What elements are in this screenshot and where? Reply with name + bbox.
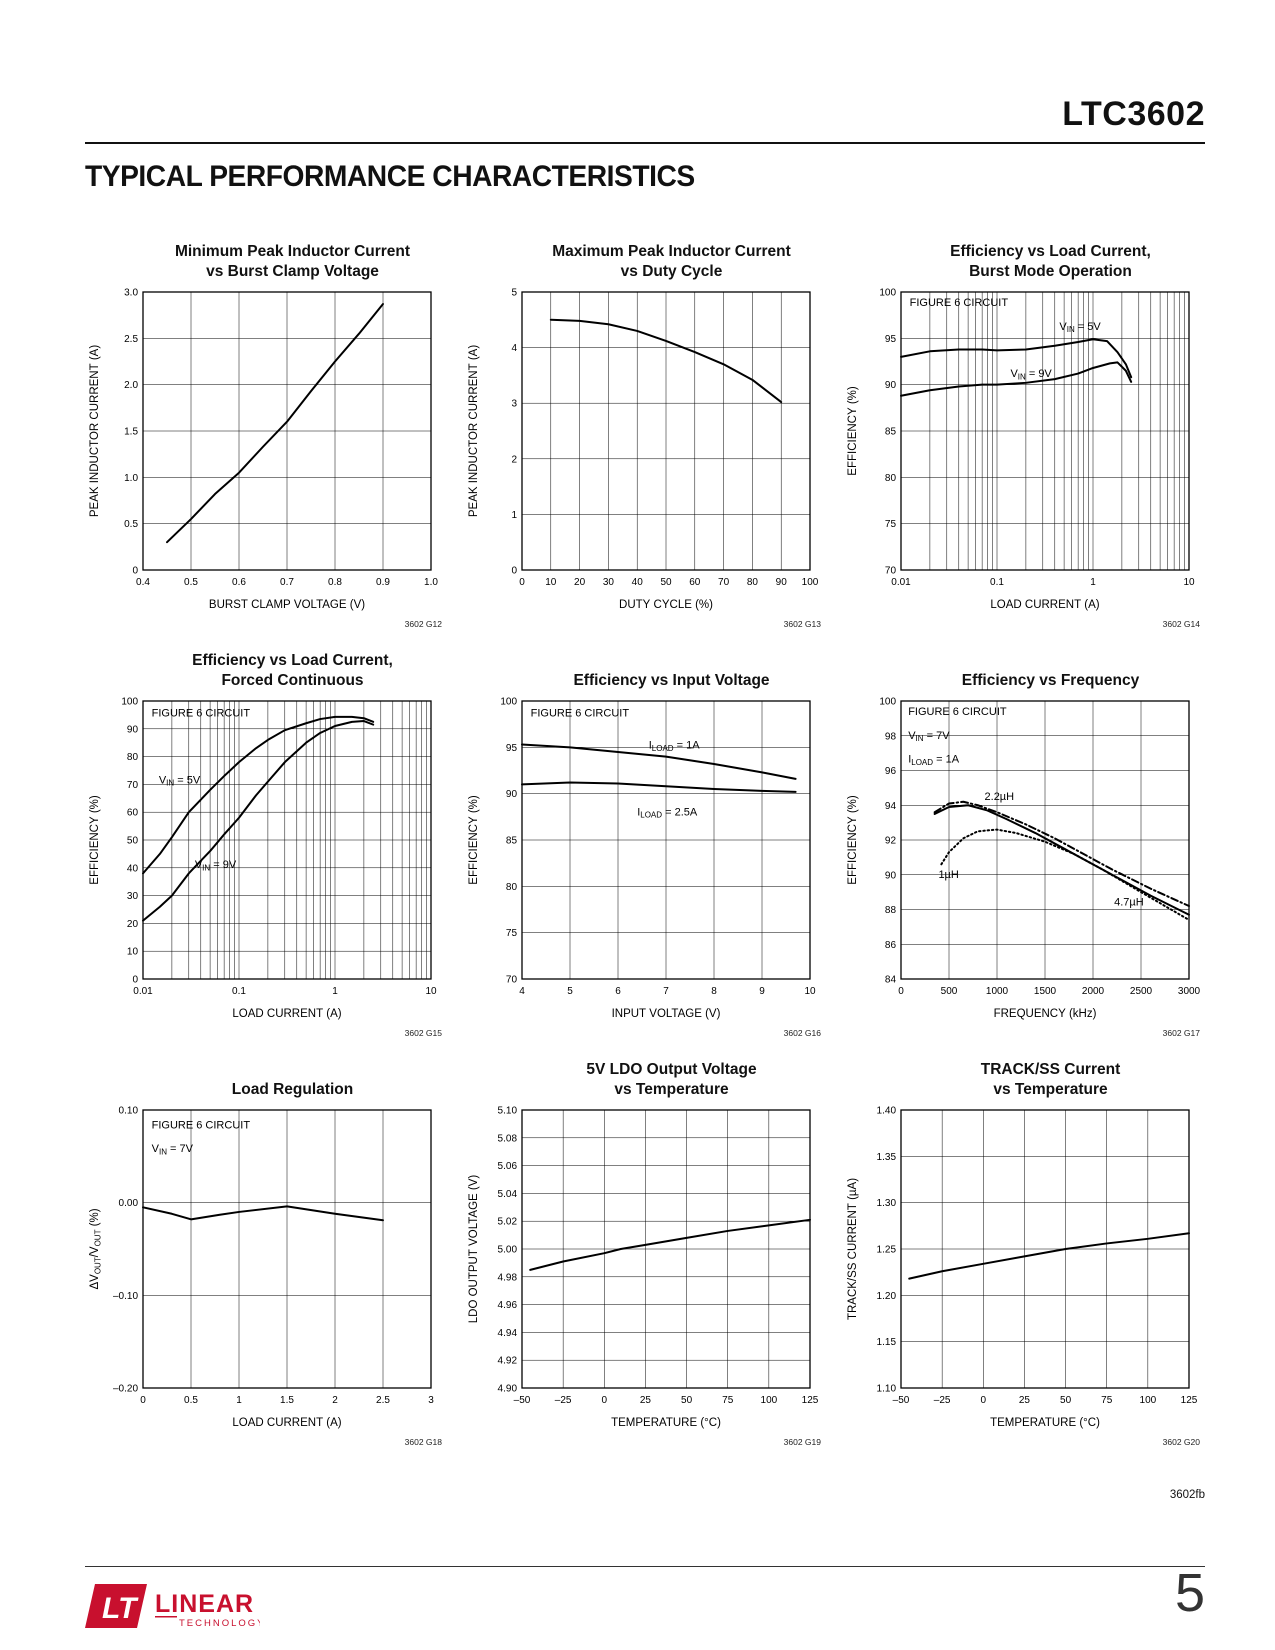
chart-max-peak-inductor-current: Maximum Peak Inductor Current vs Duty Cy…	[464, 236, 837, 629]
chart-ref: 3602 G18	[404, 1437, 442, 1447]
logo-sub-text: TECHNOLOGY	[179, 1618, 260, 1629]
charts-grid: Minimum Peak Inductor Current vs Burst C…	[85, 236, 1210, 1447]
chart-min-peak-inductor-current: Minimum Peak Inductor Current vs Burst C…	[85, 236, 458, 629]
chart-canvas-ldo-output-voltage	[464, 1102, 826, 1434]
footer-rule	[85, 1566, 1205, 1567]
chart-efficiency-frequency: Efficiency vs Frequency 3602 G17	[843, 645, 1216, 1038]
chart-canvas-track-ss-current	[843, 1102, 1205, 1434]
chart-ref: 3602 G14	[1162, 619, 1200, 629]
chart-canvas-efficiency-forced-continuous	[85, 693, 447, 1025]
chart-title: Efficiency vs Input Voltage	[573, 671, 770, 689]
linear-technology-logo: LT LINEAR TECHNOLOGY	[85, 1580, 264, 1637]
chart-canvas-min-peak-inductor-current	[85, 284, 447, 616]
chart-efficiency-forced-continuous: Efficiency vs Load Current, Forced Conti…	[85, 645, 458, 1038]
chart-title: Minimum Peak Inductor Current vs Burst C…	[174, 242, 411, 280]
logo-name-text: LINEAR	[155, 1590, 254, 1618]
chart-ref: 3602 G13	[783, 619, 821, 629]
chart-title: Efficiency vs Load Current, Forced Conti…	[192, 651, 393, 689]
chart-ref: 3602 G15	[404, 1028, 442, 1038]
header-rule	[85, 142, 1205, 144]
chart-ref: 3602 G17	[1162, 1028, 1200, 1038]
chart-ref: 3602 G12	[404, 619, 442, 629]
chart-track-ss-current: TRACK/SS Current vs Temperature 3602 G20	[843, 1054, 1216, 1447]
chart-ref: 3602 G16	[783, 1028, 821, 1038]
part-number: LTC3602	[1062, 95, 1205, 133]
chart-efficiency-burst-mode: Efficiency vs Load Current, Burst Mode O…	[843, 236, 1216, 629]
chart-title: Maximum Peak Inductor Current vs Duty Cy…	[552, 242, 791, 280]
chart-ref: 3602 G20	[1162, 1437, 1200, 1447]
chart-title: Load Regulation	[231, 1080, 354, 1098]
chart-canvas-max-peak-inductor-current	[464, 284, 826, 616]
chart-ref: 3602 G19	[783, 1437, 821, 1447]
chart-canvas-efficiency-burst-mode	[843, 284, 1205, 616]
chart-title: TRACK/SS Current vs Temperature	[980, 1060, 1121, 1098]
chart-canvas-efficiency-frequency	[843, 693, 1205, 1025]
section-title: TYPICAL PERFORMANCE CHARACTERISTICS	[85, 160, 695, 193]
chart-canvas-efficiency-input-voltage	[464, 693, 826, 1025]
doc-code: 3602fb	[1169, 1489, 1205, 1501]
page-number: 5	[1174, 1563, 1205, 1623]
chart-efficiency-input-voltage: Efficiency vs Input Voltage 3602 G16	[464, 645, 837, 1038]
chart-title: Efficiency vs Frequency	[961, 671, 1140, 689]
chart-canvas-load-regulation	[85, 1102, 447, 1434]
chart-ldo-output-voltage: 5V LDO Output Voltage vs Temperature 360…	[464, 1054, 837, 1447]
chart-title: Efficiency vs Load Current, Burst Mode O…	[950, 242, 1151, 280]
logo-mark-text: LT	[102, 1592, 139, 1625]
chart-title: 5V LDO Output Voltage vs Temperature	[586, 1060, 757, 1098]
linear-technology-logo-icon: LT LINEAR TECHNOLOGY	[85, 1584, 264, 1629]
chart-load-regulation: Load Regulation 3602 G18	[85, 1054, 458, 1447]
